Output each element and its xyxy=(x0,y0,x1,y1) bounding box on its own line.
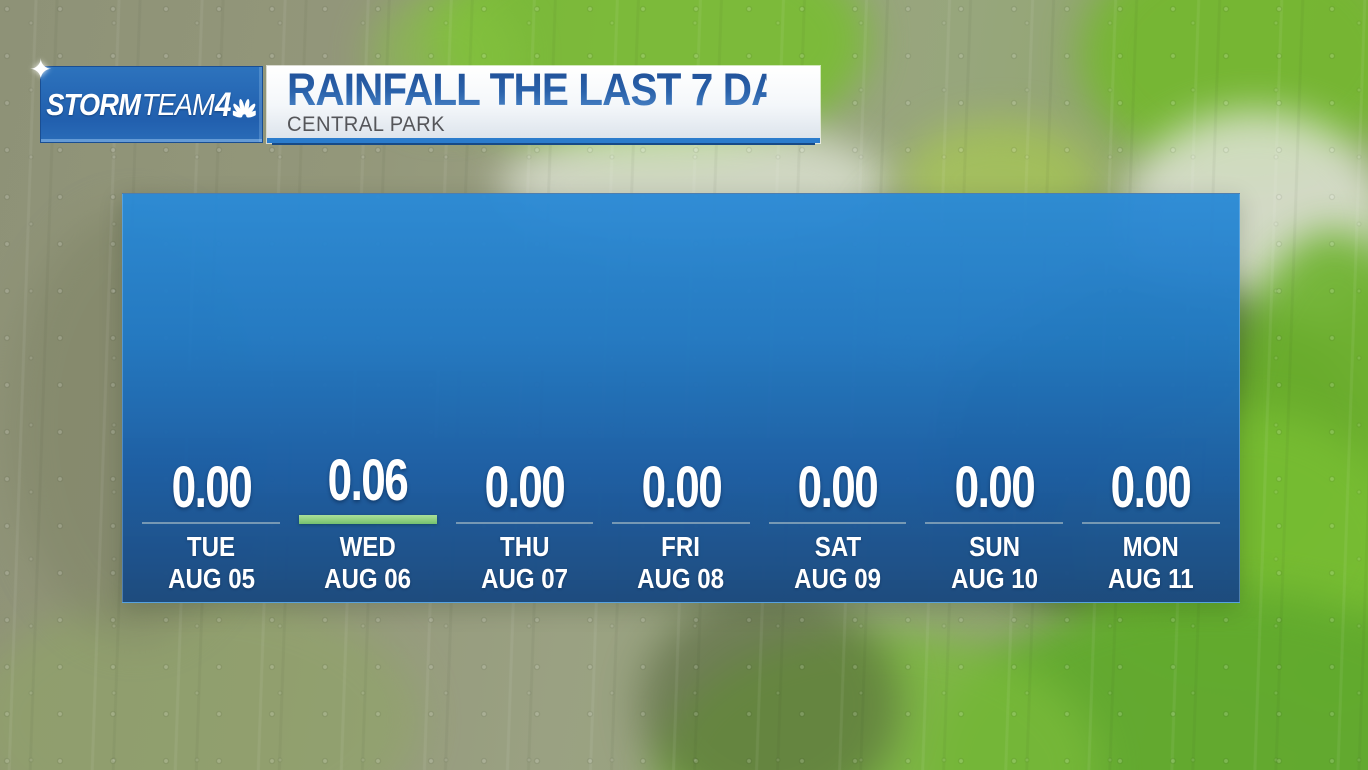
rain-bar xyxy=(925,522,1064,525)
rain-value: 0.00 xyxy=(484,455,566,521)
sparkle-icon: ✦ xyxy=(29,54,53,85)
leaf-blob xyxy=(0,590,420,770)
rain-value: 0.00 xyxy=(641,455,722,521)
rain-bar xyxy=(298,515,437,525)
rain-value: 0.00 xyxy=(1110,455,1192,521)
rain-value: 0.00 xyxy=(797,455,879,521)
logo-number-label: 4 xyxy=(215,85,232,124)
day-column: 0.00 MON AUG 11 xyxy=(1072,459,1229,593)
rain-bar xyxy=(768,522,907,525)
stormteam4-logo: ✦ STORM TEAM 4 xyxy=(29,54,263,143)
rain-value: 0.00 xyxy=(171,455,252,521)
logo-storm-label: STORM xyxy=(46,87,142,122)
day-label: THU xyxy=(499,531,550,563)
date-label: AUG 11 xyxy=(1107,562,1194,594)
date-label: AUG 10 xyxy=(950,562,1038,594)
day-column: 0.00 SUN AUG 10 xyxy=(916,459,1073,593)
title-banner: RAINFALL THE LAST 7 DAYS CENTRAL PARK xyxy=(267,63,829,143)
day-column: 0.00 THU AUG 07 xyxy=(446,459,603,593)
day-label: FRI xyxy=(661,531,701,563)
day-label: TUE xyxy=(187,531,236,563)
page-title: RAINFALL THE LAST 7 DAYS xyxy=(287,63,829,115)
rain-bar xyxy=(455,522,594,525)
day-label: SAT xyxy=(814,531,861,563)
date-label: AUG 05 xyxy=(167,562,255,594)
nbc-peacock-icon xyxy=(233,98,257,118)
date-label: AUG 07 xyxy=(480,562,568,594)
rain-bar xyxy=(612,522,750,525)
rain-bar xyxy=(1081,522,1220,525)
rain-bar xyxy=(142,522,281,525)
dark-leaf-blob xyxy=(640,590,900,770)
date-label: AUG 06 xyxy=(324,562,412,594)
day-column: 0.00 SAT AUG 09 xyxy=(759,459,916,593)
day-label: WED xyxy=(339,531,396,563)
day-column: 0.00 TUE AUG 05 xyxy=(133,459,290,593)
logo-team-label: TEAM xyxy=(141,87,215,122)
day-column: 0.00 FRI AUG 08 xyxy=(603,459,760,593)
day-column: 0.06 WED AUG 06 xyxy=(290,452,447,593)
rain-value: 0.00 xyxy=(954,455,1035,521)
day-label: SUN xyxy=(968,531,1020,563)
logo-text: STORM TEAM 4 xyxy=(47,88,257,122)
day-label: MON xyxy=(1122,531,1179,563)
location-label: CENTRAL PARK xyxy=(287,112,446,136)
rainfall-chart-panel: 0.00 TUE AUG 05 0.06 WED AUG 06 0.00 THU… xyxy=(122,193,1240,603)
date-label: AUG 08 xyxy=(637,562,725,594)
date-label: AUG 09 xyxy=(794,562,882,594)
rain-value: 0.06 xyxy=(328,448,409,514)
